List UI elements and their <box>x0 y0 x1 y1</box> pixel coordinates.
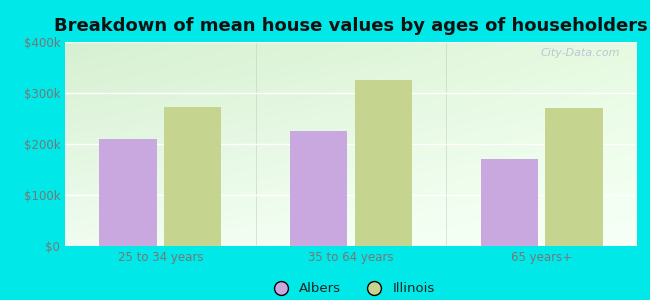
Text: City-Data.com: City-Data.com <box>540 48 620 58</box>
Bar <box>290 131 347 246</box>
Bar <box>480 159 538 246</box>
Legend: Albers, Illinois: Albers, Illinois <box>262 277 440 300</box>
Bar <box>355 80 412 246</box>
Bar <box>545 108 603 246</box>
Title: Breakdown of mean house values by ages of householders: Breakdown of mean house values by ages o… <box>54 17 648 35</box>
Bar <box>164 107 222 246</box>
Bar <box>99 139 157 246</box>
